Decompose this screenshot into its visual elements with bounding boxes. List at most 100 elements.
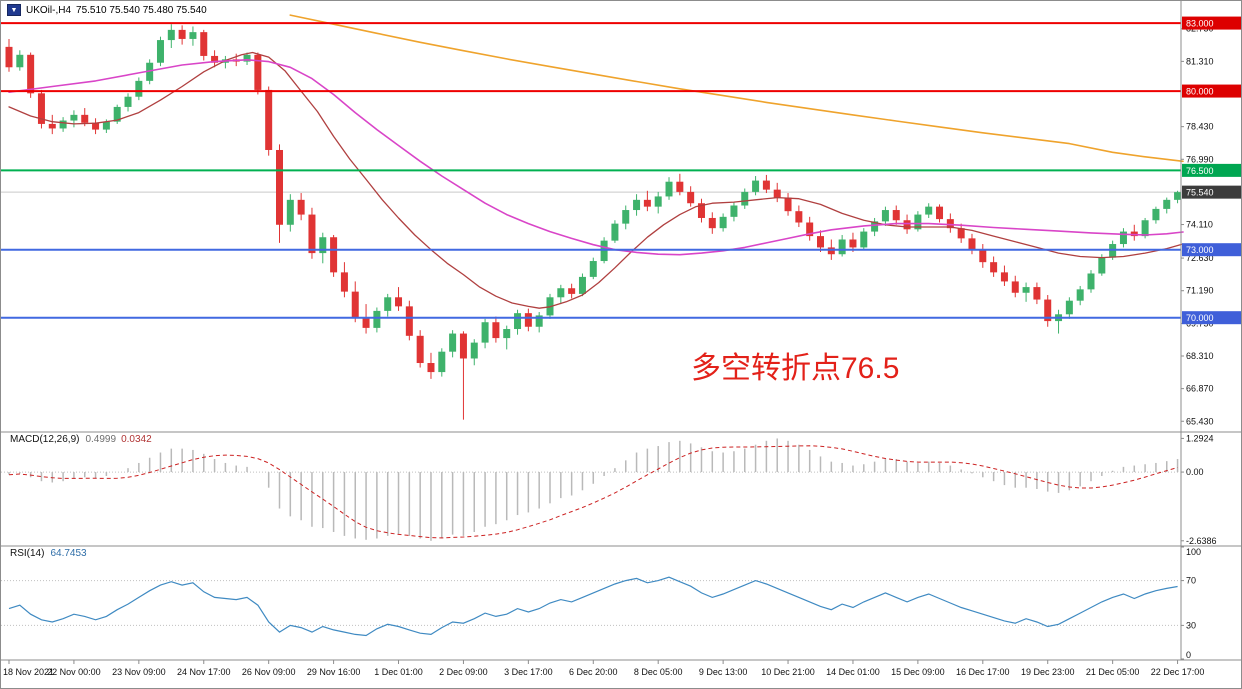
candle-body [37, 93, 45, 124]
svg-text:-2.6386: -2.6386 [1186, 536, 1217, 546]
price-badge-70.000 [1182, 311, 1241, 325]
candle-body [146, 62, 154, 81]
candle-body [449, 333, 457, 352]
candle-body [741, 191, 749, 206]
candle-body [265, 89, 273, 150]
chart-symbol-period: UKOil-,H4 [26, 4, 72, 16]
horizontal-level-lines[interactable] [1, 22, 1181, 319]
candle-body [81, 114, 89, 123]
time-axis-label: 6 Dec 20:00 [569, 667, 618, 677]
candle-body [395, 297, 403, 307]
time-axis-label: 18 Nov 2021 [3, 667, 54, 677]
candle-body [308, 214, 316, 254]
svg-text:71.190: 71.190 [1186, 286, 1214, 296]
candle-body [189, 32, 197, 39]
time-axis-label: 16 Dec 17:00 [956, 667, 1010, 677]
candle-body [578, 276, 586, 294]
candle-body [330, 237, 338, 273]
candle-body [849, 239, 857, 248]
candle-body [589, 261, 597, 277]
candle-body [156, 40, 164, 63]
svg-text:78.430: 78.430 [1186, 122, 1214, 132]
candle-body [59, 120, 67, 129]
candle-body [838, 239, 846, 255]
price-badge-73.000 [1182, 243, 1241, 257]
candle-body [211, 55, 219, 63]
macd-signal-line [8, 445, 1178, 539]
time-axis-label: 2 Dec 09:00 [439, 667, 488, 677]
candle-body [405, 306, 413, 336]
candle-body [860, 231, 868, 248]
candle-body [611, 223, 619, 241]
candle-body [1000, 272, 1008, 282]
candle-body [925, 206, 933, 215]
price-axis[interactable]: 82.75081.31078.43076.99074.11072.63071.1… [1181, 16, 1242, 427]
svg-text:70.000: 70.000 [1186, 313, 1214, 323]
svg-text:76.990: 76.990 [1186, 154, 1214, 164]
candle-body [92, 122, 100, 130]
candle-body [600, 240, 608, 262]
rsi-value: 64.7453 [50, 548, 87, 559]
svg-text:80.000: 80.000 [1186, 87, 1214, 97]
candle-body [113, 106, 121, 122]
candle-body [535, 315, 543, 327]
candle-body [70, 114, 78, 121]
candle-body [784, 197, 792, 212]
symbol-dropdown-button[interactable]: ▼ [7, 4, 21, 16]
price-badge-76.500 [1182, 163, 1241, 177]
chart-ohlc-values: 75.510 75.540 75.480 75.540 [76, 4, 207, 16]
candle-body [524, 313, 532, 327]
candle-body [178, 29, 186, 39]
price-badge-75.540 [1182, 185, 1241, 199]
candle-body [654, 196, 662, 207]
candle-body [568, 288, 576, 294]
candle-body [557, 288, 565, 298]
time-axis-label: 3 Dec 17:00 [504, 667, 553, 677]
svg-text:74.110: 74.110 [1186, 220, 1213, 230]
candle-body [1022, 287, 1030, 293]
candle-body [427, 363, 435, 373]
candle-body [762, 180, 770, 190]
candle-body [27, 54, 35, 94]
time-axis-label: 22 Dec 17:00 [1151, 667, 1205, 677]
candle-body [5, 46, 13, 68]
candle-body [903, 220, 911, 230]
svg-text:30: 30 [1186, 620, 1196, 630]
candle-body [622, 210, 630, 224]
candle-body [416, 335, 424, 364]
candle-body [503, 329, 511, 339]
candle-body [351, 291, 359, 318]
macd-name: MACD(12,26,9) [10, 434, 80, 445]
candle-body [827, 247, 835, 255]
candle-body [1065, 300, 1073, 315]
candle-body [362, 317, 370, 328]
svg-text:73.000: 73.000 [1186, 245, 1214, 255]
candle-body [1119, 231, 1127, 245]
candle-body [319, 237, 327, 254]
time-axis-label: 15 Dec 09:00 [891, 667, 945, 677]
candle-body [1174, 192, 1182, 200]
candle-body [719, 216, 727, 229]
time-axis-label: 29 Nov 16:00 [307, 667, 361, 677]
candle-body [200, 32, 208, 56]
svg-text:75.540: 75.540 [1186, 188, 1214, 198]
chevron-down-icon: ▼ [10, 6, 18, 14]
candle-body [135, 80, 143, 97]
time-axis-label: 26 Nov 09:00 [242, 667, 296, 677]
candle-body [1109, 244, 1117, 258]
candle-body [979, 249, 987, 263]
candle-body [48, 123, 56, 129]
svg-text:1.2924: 1.2924 [1186, 433, 1214, 443]
candle-body [297, 199, 305, 215]
ma-slow-orange-line [289, 14, 1184, 163]
rsi-name: RSI(14) [10, 548, 45, 559]
candle-body [881, 210, 889, 222]
time-axis-label: 23 Nov 09:00 [112, 667, 166, 677]
candle-body [373, 310, 381, 328]
candle-body [243, 54, 251, 62]
candle-body [773, 189, 781, 198]
time-axis-label: 19 Dec 23:00 [1021, 667, 1075, 677]
